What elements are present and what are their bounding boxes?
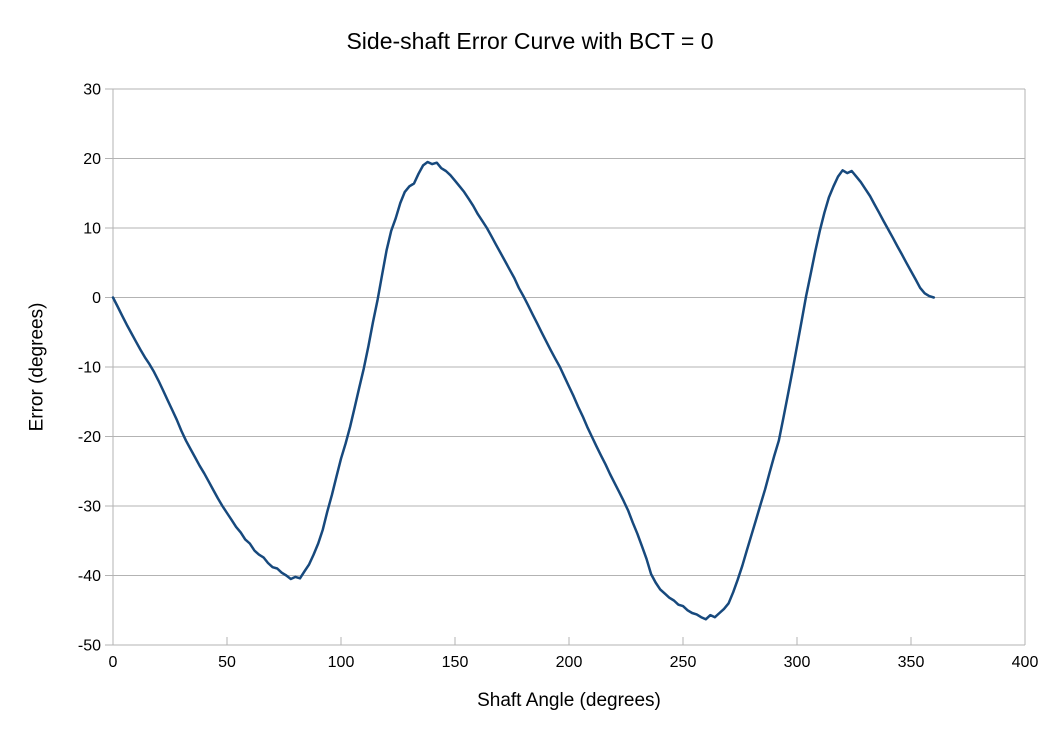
x-tick-label: 250	[670, 654, 697, 671]
y-tick-label: -50	[78, 638, 101, 655]
y-tick-label: 20	[83, 151, 101, 168]
x-tick-label: 200	[556, 654, 583, 671]
y-tick-label: 10	[83, 221, 101, 238]
y-tick-label: -40	[78, 568, 101, 585]
x-tick-label: 400	[1012, 654, 1039, 671]
x-tick-label: 100	[328, 654, 355, 671]
error-curve	[111, 160, 936, 621]
y-tick-label: -10	[78, 360, 101, 377]
y-tick-label: 30	[83, 82, 101, 99]
x-tick-label: 50	[218, 654, 236, 671]
x-tick-label: 150	[442, 654, 469, 671]
y-tick-label: 0	[92, 290, 101, 307]
x-axis-title: Shaft Angle (degrees)	[477, 690, 661, 711]
x-tick-label: 300	[784, 654, 811, 671]
y-tick-label: -20	[78, 429, 101, 446]
chart-title: Side-shaft Error Curve with BCT = 0	[346, 28, 714, 54]
y-tick-label: -30	[78, 499, 101, 516]
x-tick-label: 350	[898, 654, 925, 671]
x-tick-label: 0	[109, 654, 118, 671]
